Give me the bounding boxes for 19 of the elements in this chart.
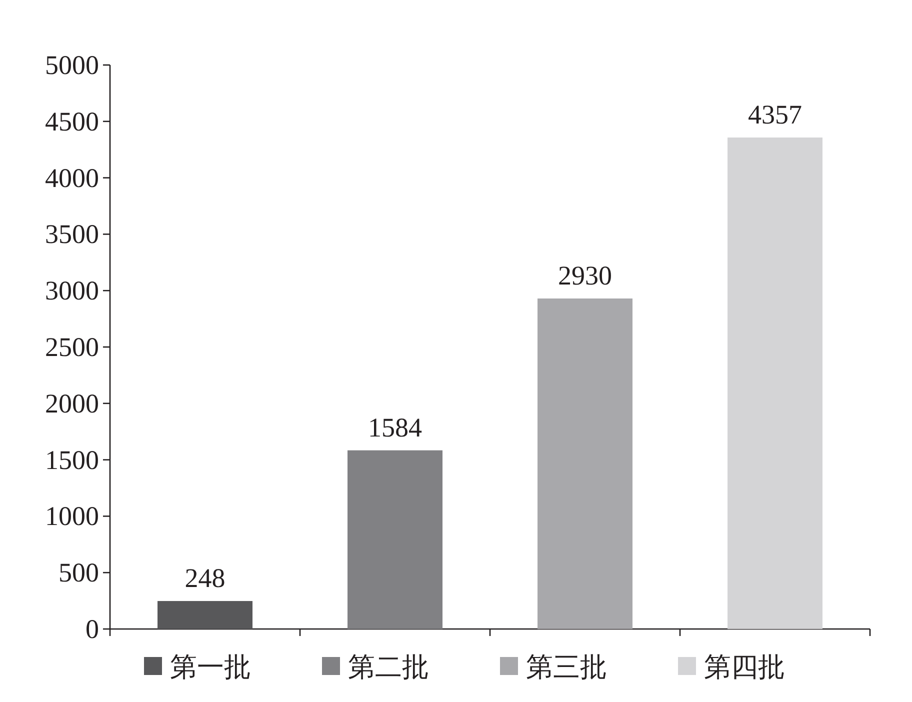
y-tick-label: 5000 <box>45 50 99 80</box>
y-tick-label: 1500 <box>45 444 99 475</box>
y-tick-label: 3500 <box>45 219 99 250</box>
y-tick-label: 4500 <box>45 106 99 136</box>
y-tick-label: 2000 <box>45 388 99 418</box>
data-label: 2930 <box>558 260 612 290</box>
y-tick-label: 4000 <box>45 162 99 193</box>
y-tick-label: 3000 <box>45 276 99 306</box>
y-tick-label: 500 <box>58 558 99 588</box>
y-tick-label: 0 <box>86 614 99 644</box>
legend-label: 第一批 <box>170 652 251 682</box>
legend-label: 第四批 <box>704 652 785 682</box>
data-label: 4357 <box>748 100 802 130</box>
legend-label: 第三批 <box>526 652 607 682</box>
legend-label: 第二批 <box>348 652 429 682</box>
y-tick-label: 1000 <box>45 501 99 532</box>
data-label: 248 <box>184 563 226 594</box>
data-label: 1584 <box>368 412 422 442</box>
y-tick-label: 2500 <box>45 332 99 362</box>
